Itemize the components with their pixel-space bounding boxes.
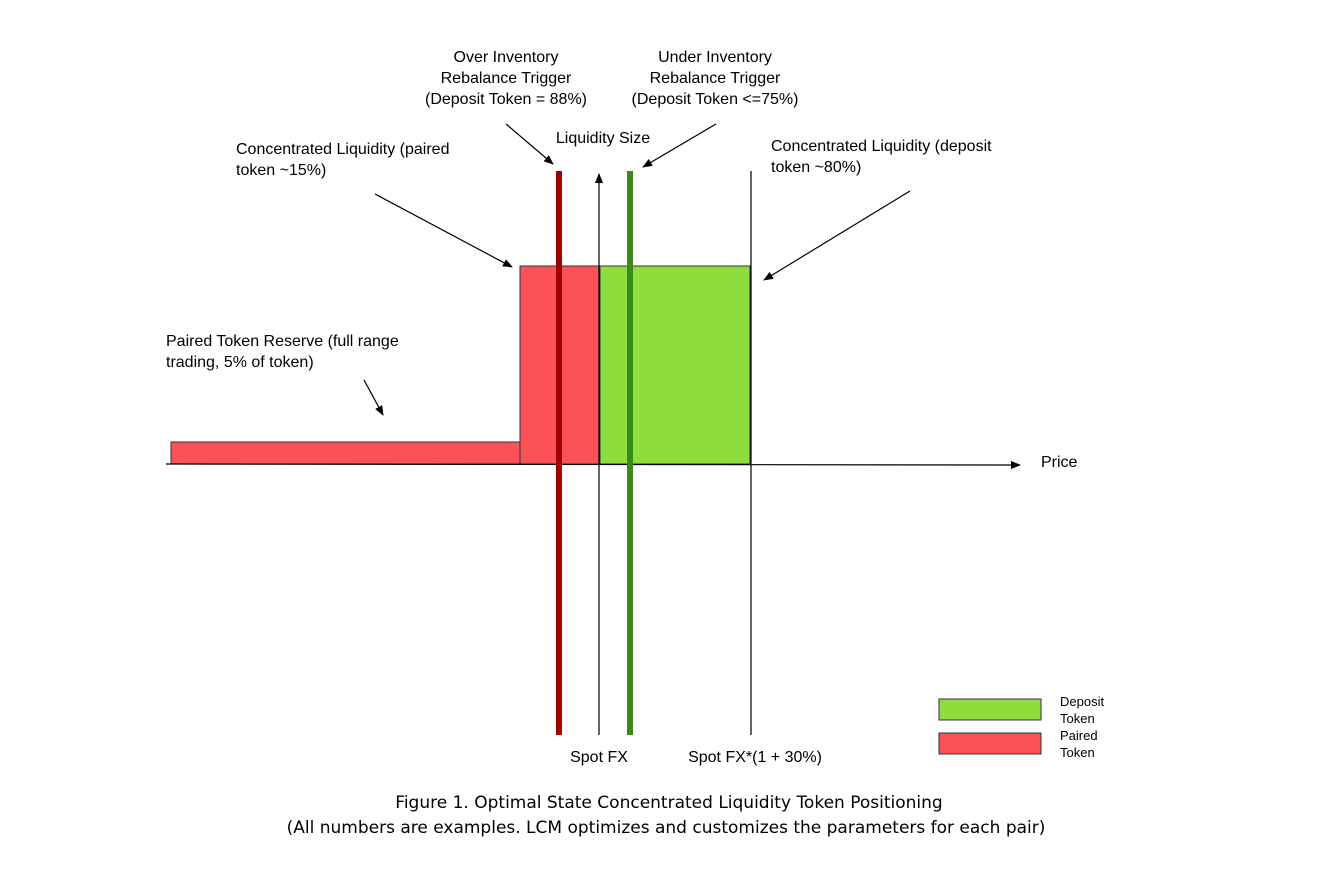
reserve-arrow <box>363 379 384 416</box>
price-axis <box>165 460 1021 469</box>
cl-paired-arrow <box>374 193 513 268</box>
reserve-label-1: Paired Token Reserve (full range <box>166 333 399 350</box>
legend-deposit-label-1: Deposit <box>1060 694 1104 709</box>
deposit-token-concentrated-bar <box>599 265 751 465</box>
legend-deposit-label-2: Token <box>1060 711 1095 726</box>
legend-deposit-swatch <box>938 698 1042 721</box>
under-trigger-label-1: Under Inventory <box>658 49 772 66</box>
figure-caption-line-1: Figure 1. Optimal State Concentrated Liq… <box>395 793 942 813</box>
spot-fx-upper-label: Spot FX*(1 + 30%) <box>688 749 822 766</box>
price-axis-label: Price <box>1041 454 1078 471</box>
cl-paired-label-2: token ~15%) <box>236 162 326 179</box>
over-trigger-label-1: Over Inventory <box>454 49 559 66</box>
under-trigger-label-3: (Deposit Token <=75%) <box>632 91 799 108</box>
cl-paired-label-1: Concentrated Liquidity (paired <box>236 141 449 158</box>
over-trigger-arrow <box>505 123 554 165</box>
over-trigger-label-2: Rebalance Trigger <box>441 70 572 87</box>
spot-fx-label: Spot FX <box>570 749 628 766</box>
liquidity-size-label: Liquidity Size <box>556 130 650 147</box>
under-trigger-label-2: Rebalance Trigger <box>650 70 781 87</box>
cl-deposit-label-2: token ~80%) <box>771 159 861 176</box>
over-trigger-label-3: (Deposit Token = 88%) <box>425 91 587 108</box>
under-trigger-arrow <box>642 123 717 168</box>
legend: Deposit Token Paired Token <box>938 694 1104 760</box>
legend-paired-label-2: Token <box>1060 745 1095 760</box>
paired-token-reserve-bar <box>170 441 521 465</box>
legend-paired-label-1: Paired <box>1060 728 1098 743</box>
cl-deposit-arrow <box>763 190 911 281</box>
cl-deposit-label-1: Concentrated Liquidity (deposit <box>771 138 992 155</box>
legend-paired-swatch <box>938 732 1042 755</box>
reserve-label-2: trading, 5% of token) <box>166 354 314 371</box>
figure-caption-line-2: (All numbers are examples. LCM optimizes… <box>287 818 1046 838</box>
